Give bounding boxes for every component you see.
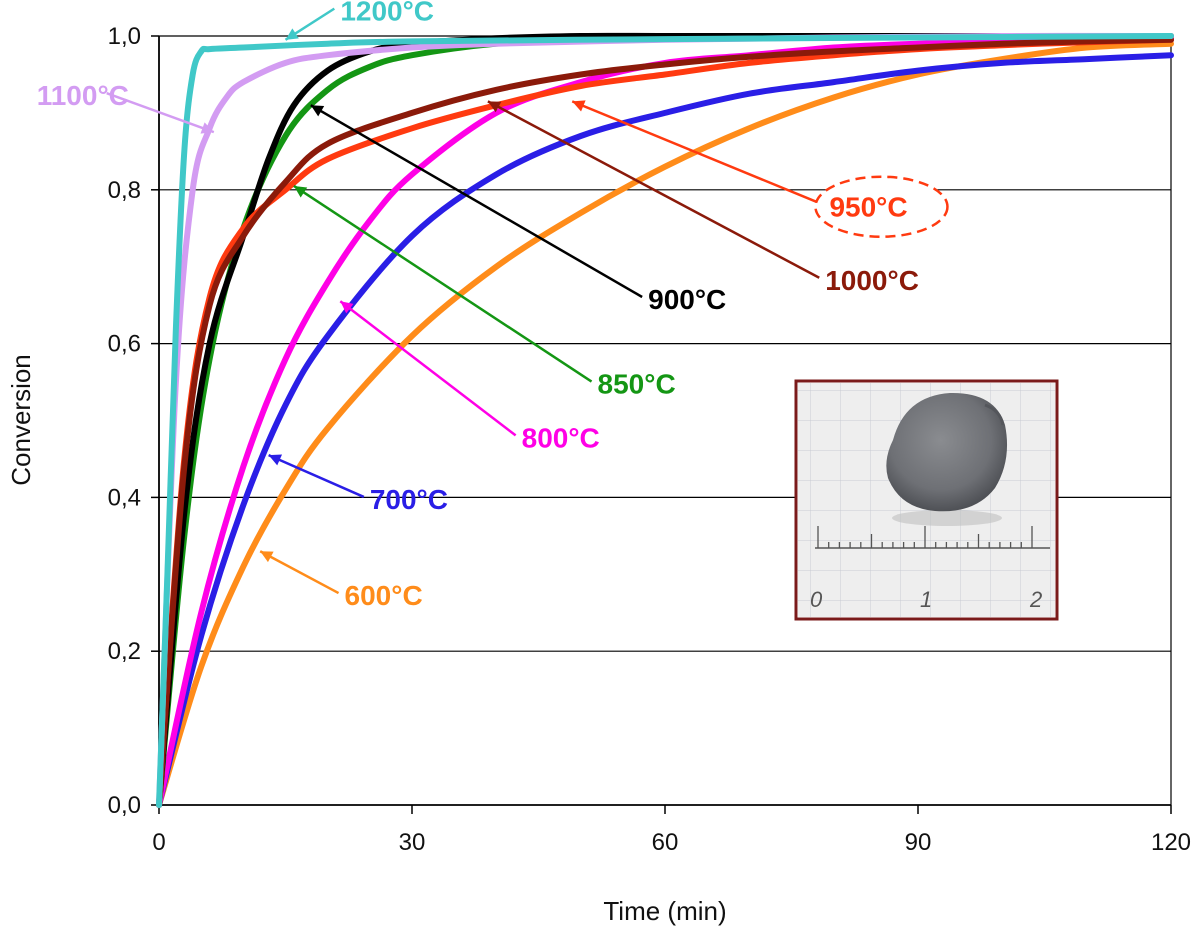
series-label: 900°C [648, 284, 726, 315]
y-tick-label: 0,4 [108, 484, 141, 511]
arrow-head-icon [310, 105, 325, 117]
ruler-label-1: 1 [920, 587, 932, 612]
x-tick-label: 0 [152, 829, 165, 856]
x-tick-label: 30 [399, 829, 426, 856]
y-tick-label: 1,0 [108, 23, 141, 50]
series-label: 1000°C [825, 265, 919, 296]
ruler-label-0: 0 [810, 587, 823, 612]
ruler-label-2: 2 [1029, 587, 1042, 612]
series-label: 1200°C [340, 0, 434, 27]
arrow-head-icon [293, 185, 308, 198]
y-tick-label: 0,6 [108, 331, 141, 358]
leader-line [487, 100, 820, 279]
series-line-700c [156, 52, 1174, 808]
x-axis-title: Time (min) [603, 896, 726, 926]
arrow-head-icon [340, 301, 354, 314]
leader-line [310, 104, 643, 299]
series-labels: 1200°C 1100°C 900°C 1000°C 950°C 850°C 800°C 70… [37, 0, 949, 611]
arrow-head-icon [285, 28, 299, 40]
leader-line [293, 184, 593, 383]
pellet-photo-inset: 0 1 2 [794, 379, 1059, 621]
highlight-ellipse [814, 175, 949, 238]
leader-line [106, 92, 215, 134]
series-line-800c [156, 35, 1174, 808]
leader-line [339, 300, 517, 437]
arrow-head-icon [260, 551, 274, 563]
x-tick-label: 120 [1151, 829, 1191, 856]
series-label: 700°C [370, 484, 448, 515]
axes: 0,00,20,40,60,81,00 30 60 90 120 [108, 23, 1191, 856]
series-label: 1100°C [37, 80, 129, 111]
series-line-1000c [156, 36, 1174, 808]
series-label: 850°C [598, 369, 676, 400]
pellet-icon [886, 392, 1008, 512]
ruler [815, 526, 1050, 549]
series-lines [156, 32, 1174, 808]
arrow-head-icon [572, 100, 586, 112]
leader-line [259, 550, 340, 595]
y-axis-title: Conversion [6, 354, 36, 486]
x-tick-label: 60 [652, 829, 679, 856]
series-label: 600°C [345, 580, 423, 611]
arrow-head-icon [487, 101, 502, 113]
x-tick-label: 90 [905, 829, 932, 856]
y-tick-label: 0,8 [108, 177, 141, 204]
leader-line [268, 453, 365, 499]
leader-line [571, 100, 824, 206]
series-label: 950°C [829, 192, 907, 223]
arrow-head-icon [268, 454, 283, 466]
y-tick-label: 0,2 [108, 638, 141, 665]
series-label: 800°C [522, 422, 600, 453]
series-line-1200c [156, 33, 1174, 808]
arrow-head-icon [200, 122, 214, 134]
y-tick-label: 0,0 [108, 792, 141, 819]
